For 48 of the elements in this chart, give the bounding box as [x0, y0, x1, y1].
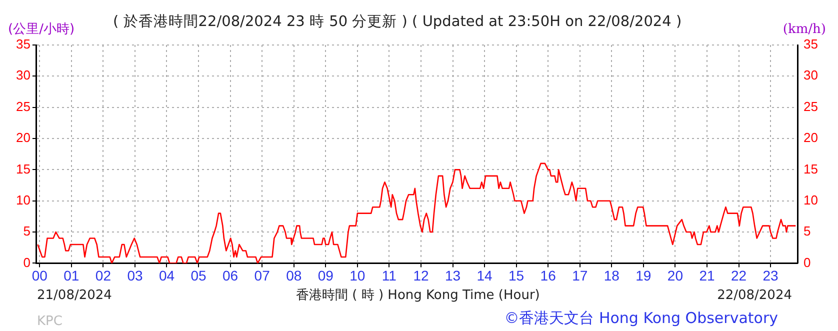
y2-tick-label: 35: [804, 36, 818, 52]
x-tick-label: 07: [254, 267, 270, 284]
y-tick-label: 15: [16, 161, 30, 176]
x-tick-label: 12: [413, 267, 429, 284]
x-tick-label: 23: [762, 267, 779, 284]
y-tick-label: 10: [16, 192, 30, 208]
y2-tick-label: 0: [804, 254, 811, 270]
text: 21/08/2024: [37, 288, 112, 304]
x-tick-label: 17: [572, 267, 588, 284]
y2-tick-label: 15: [804, 161, 818, 176]
x-tick-label: 00: [32, 267, 48, 284]
x-tick-label: 14: [476, 267, 493, 284]
y-tick-label: 30: [16, 68, 30, 83]
x-tick-label: 18: [604, 267, 620, 284]
y-tick-label: 5: [23, 224, 30, 239]
y-tick-label: 25: [16, 98, 30, 114]
x-tick-label: 08: [286, 267, 302, 284]
y2-tick-label: 10: [804, 192, 818, 208]
x-tick-label: 05: [190, 267, 207, 284]
y2-tick-label: 5: [804, 224, 811, 239]
y-axis-title: (公里/小時): [8, 22, 75, 38]
x-tick-label: 02: [95, 267, 112, 284]
x-tick-label: 03: [127, 267, 143, 284]
x-tick-label: 21: [699, 267, 715, 284]
x-tick-label: 06: [222, 267, 238, 284]
x-tick-label: 20: [667, 267, 684, 284]
x-tick-label: 01: [64, 267, 80, 284]
y2-tick-label: 20: [804, 130, 818, 146]
x-tick-label: 09: [318, 267, 334, 284]
y-tick-label: 0: [23, 254, 30, 270]
y2-tick-label: 25: [804, 98, 818, 114]
text: 22/08/2024: [717, 288, 792, 304]
x-tick-label: 15: [508, 267, 524, 284]
x-tick-label: 11: [382, 267, 397, 284]
y-tick-label: 20: [16, 130, 30, 146]
y2-axis-title: (km/h): [782, 22, 826, 38]
text: ©香港天文台 Hong Kong Observatory: [504, 309, 778, 327]
x-tick-label: 13: [444, 267, 461, 284]
y2-tick-label: 30: [804, 68, 818, 83]
chart-title: ( 於香港時間22/08/2024 23 時 50 分更新 ) ( Updated at 23:50H on 22/08/2024 ): [113, 14, 682, 30]
x-tick-label: 19: [636, 267, 652, 284]
y-tick-label: 35: [16, 36, 30, 52]
text: KPC: [37, 314, 62, 330]
x-tick-label: 22: [730, 267, 747, 284]
x-tick-label: 10: [350, 267, 366, 284]
x-tick-label: 04: [158, 267, 175, 284]
x-tick-label: 16: [540, 267, 556, 284]
x-axis-title: 香港時間 ( 時 ) Hong Kong Time (Hour): [296, 288, 540, 304]
